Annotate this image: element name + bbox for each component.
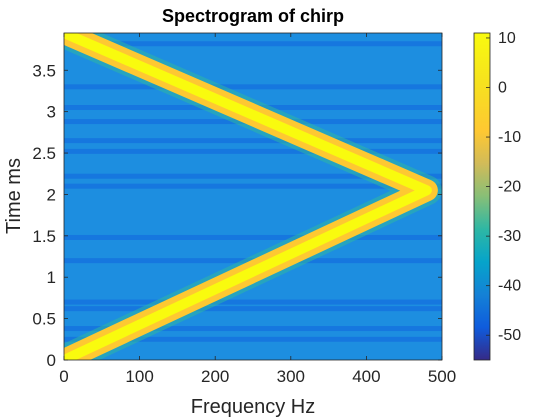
ridge-core [64, 33, 432, 360]
colorbar-tick-label: -10 [498, 129, 521, 146]
y-tick-label: 2.5 [32, 144, 56, 163]
low-band [64, 336, 442, 342]
low-band [64, 41, 442, 47]
low-band [64, 326, 442, 332]
colorbar-ticks: 10 0 -10 -20 -30 -40 -50 [486, 30, 521, 344]
colorbar-tick-label: -30 [498, 228, 521, 245]
low-band [64, 306, 442, 312]
chirp-ridge [64, 33, 442, 360]
y-axis-ticks: 0 0.5 1 1.5 2 2.5 3 3.5 [32, 61, 442, 370]
colorbar-tick-label: 0 [498, 80, 507, 97]
x-tick-label: 200 [201, 367, 229, 386]
x-axis-ticks: 0 100 200 300 400 500 [59, 33, 456, 386]
y-tick-label: 3.5 [32, 61, 56, 80]
y-tick-label: 0.5 [32, 310, 56, 329]
low-band [64, 183, 442, 189]
x-axis-label: Frequency Hz [191, 396, 316, 418]
low-band [64, 84, 442, 90]
colorbar: 10 0 -10 -20 -30 -40 -50 [473, 30, 521, 361]
x-tick-label: 100 [125, 367, 153, 386]
y-tick-label: 1.5 [32, 227, 56, 246]
y-tick-label: 3 [47, 103, 56, 122]
colorbar-tick-label: -50 [498, 327, 521, 344]
plot-frame [63, 32, 443, 361]
x-tick-label: 400 [352, 367, 380, 386]
heatmap-area [64, 33, 442, 360]
colorbar-tick-label: -20 [498, 179, 521, 196]
y-tick-label: 0 [47, 351, 56, 370]
x-tick-label: 500 [428, 367, 456, 386]
low-band [64, 138, 442, 144]
low-band [64, 299, 442, 305]
colorbar-gradient [473, 32, 491, 361]
colorbar-tick-label: 10 [498, 30, 516, 47]
y-tick-label: 2 [47, 185, 56, 204]
chart-title: Spectrogram of chirp [162, 6, 344, 26]
y-axis-label: Time ms [3, 158, 25, 234]
colorbar-tick-label: -40 [498, 278, 521, 295]
low-band [64, 173, 442, 179]
y-tick-label: 1 [47, 268, 56, 287]
low-band [64, 234, 442, 240]
low-band [64, 148, 442, 154]
x-tick-label: 300 [277, 367, 305, 386]
x-tick-label: 0 [59, 367, 68, 386]
